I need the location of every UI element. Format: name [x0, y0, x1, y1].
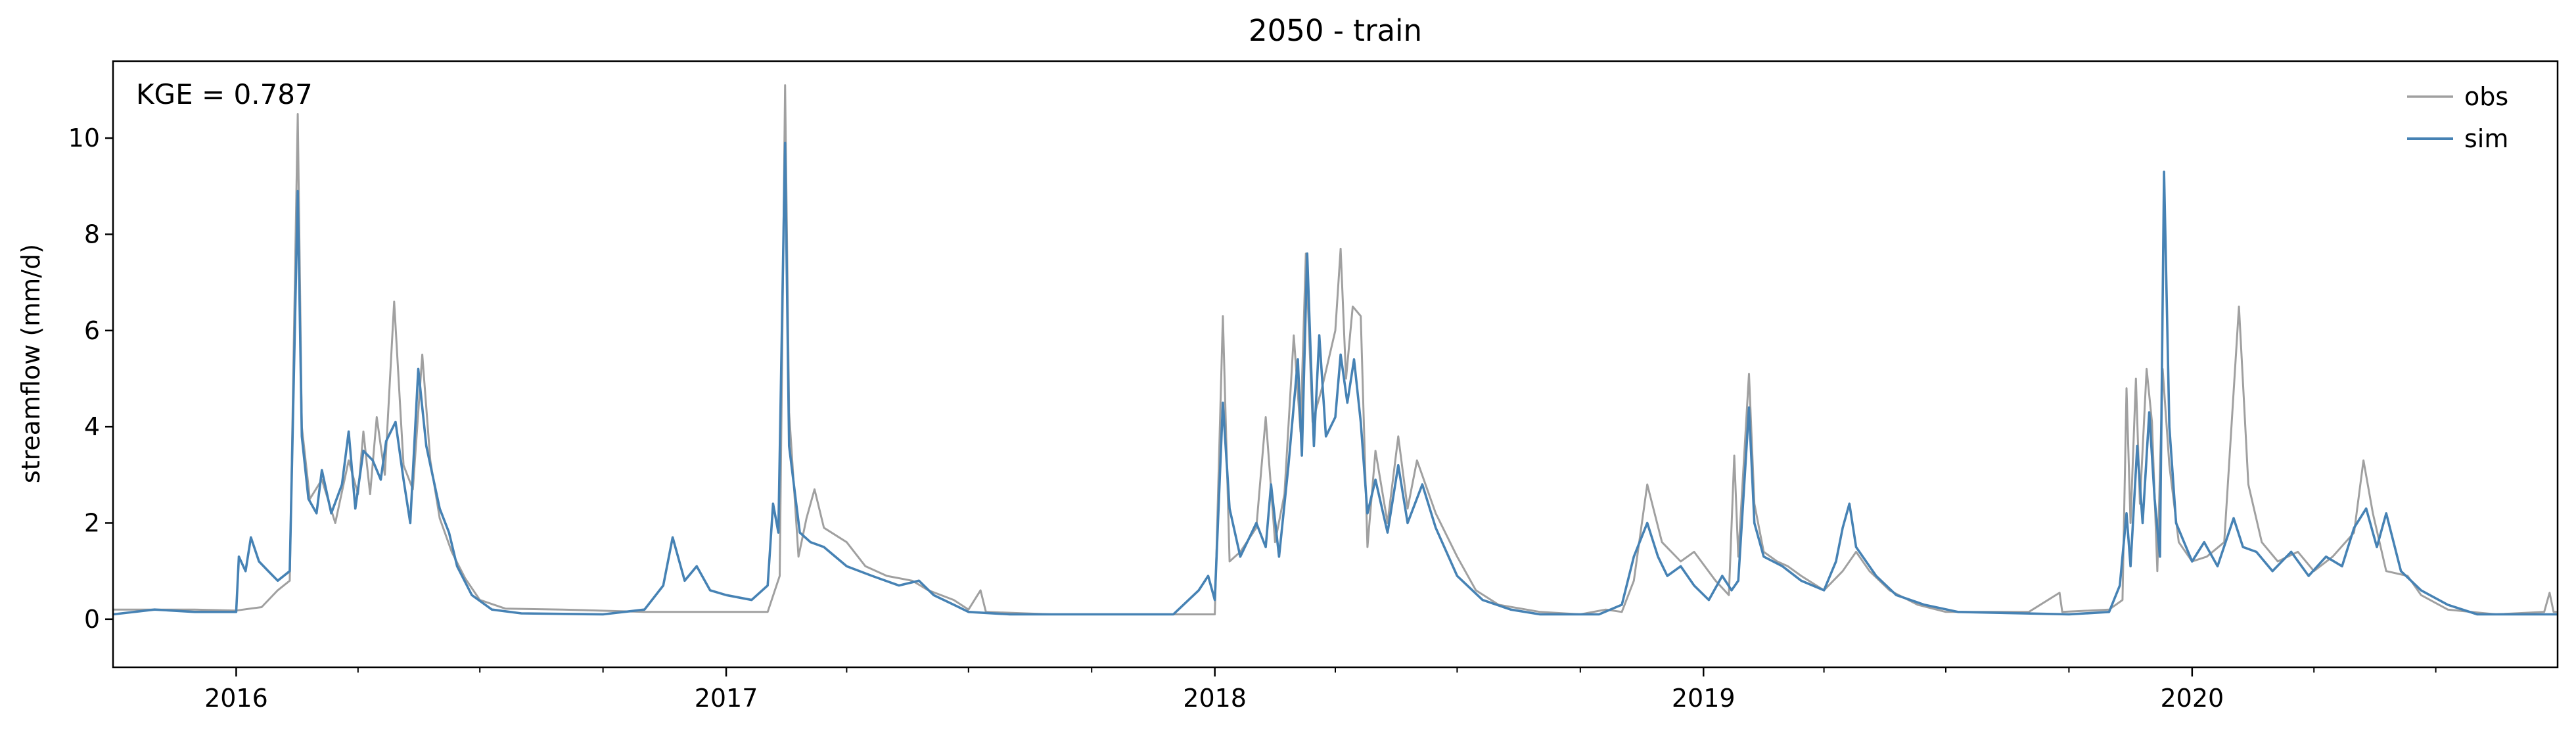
- series-line-sim: [113, 141, 2558, 616]
- x-tick-label: 2016: [204, 684, 268, 713]
- legend-label-sim: sim: [2464, 124, 2508, 153]
- y-tick-label: 10: [68, 124, 100, 153]
- legend-label-obs: obs: [2464, 82, 2508, 111]
- series-layer: [113, 84, 2558, 616]
- y-tick-label: 8: [84, 220, 100, 249]
- y-tick-label: 0: [84, 605, 100, 634]
- chart-title: 2050 - train: [1249, 13, 1422, 48]
- kge-annotation: KGE = 0.787: [136, 78, 313, 110]
- y-axis: 0 2 4 6 8 10: [68, 124, 113, 634]
- y-tick-label: 6: [84, 316, 100, 345]
- x-tick-label: 2018: [1183, 684, 1247, 713]
- y-tick-label: 4: [84, 412, 100, 441]
- y-tick-label: 2: [84, 508, 100, 537]
- x-tick-label: 2017: [695, 684, 758, 713]
- x-axis: 2016 2017 2018 2019 2020: [204, 667, 2437, 713]
- series-line-obs: [113, 84, 2558, 615]
- x-tick-label: 2020: [2160, 684, 2224, 713]
- x-tick-label: 2019: [1672, 684, 1736, 713]
- legend: obs sim: [2407, 82, 2508, 153]
- plot-frame: [112, 60, 2559, 669]
- y-axis-label: streamflow (mm/d): [16, 244, 45, 483]
